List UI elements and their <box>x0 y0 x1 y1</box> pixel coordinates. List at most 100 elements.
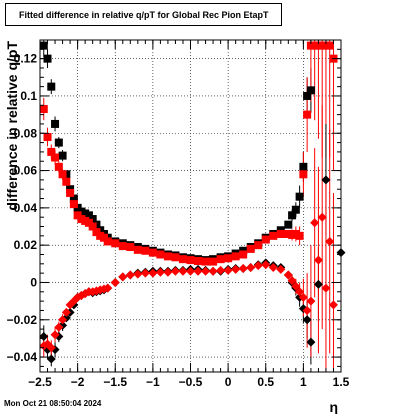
data-point-square <box>246 244 255 253</box>
data-point-square <box>126 243 135 252</box>
data-point-square <box>295 192 304 201</box>
data-point-diamond <box>54 322 64 332</box>
data-point-square <box>148 248 157 257</box>
data-point-square <box>69 200 78 209</box>
y-tick-label: 0.08 <box>14 126 38 140</box>
data-point-diamond <box>238 263 248 273</box>
data-point-diamond <box>103 283 113 293</box>
data-point-diamond <box>118 272 128 282</box>
data-point-diamond <box>283 270 293 280</box>
x-tick-label: −0.5 <box>179 375 203 389</box>
y-tick-label: −0.04 <box>7 350 38 364</box>
data-point-square <box>261 235 270 244</box>
y-axis-title: difference in relative q/pT <box>4 41 20 211</box>
data-point-square <box>299 170 308 179</box>
data-point-square <box>47 82 56 91</box>
data-point-diamond <box>317 212 327 222</box>
data-point-square <box>118 242 127 251</box>
data-point-square <box>111 239 120 248</box>
data-point-diamond <box>58 315 68 325</box>
data-point-diamond <box>216 265 226 275</box>
data-point-square <box>224 254 233 263</box>
timestamp: Mon Oct 21 08:50:04 2024 <box>4 399 102 408</box>
data-point-diamond <box>110 277 120 287</box>
x-tick-label: 1.5 <box>333 375 350 389</box>
data-point-square <box>133 245 142 254</box>
y-tick-label: 0.12 <box>14 52 38 66</box>
x-tick-label: 0 <box>225 375 232 389</box>
data-point-square <box>276 229 285 238</box>
data-point-square <box>325 41 334 50</box>
data-point-diamond <box>170 266 180 276</box>
data-point-square <box>47 147 56 156</box>
y-tick-label: 0.04 <box>14 201 38 215</box>
data-point-square <box>62 177 71 186</box>
data-point-diamond <box>155 267 165 277</box>
data-point-diamond <box>39 332 49 342</box>
data-point-square <box>39 41 48 50</box>
data-point-diamond <box>223 265 233 275</box>
y-tick-label: 0.1 <box>20 89 37 103</box>
data-point-diamond <box>306 296 316 306</box>
data-point-diamond <box>46 354 56 364</box>
error-bars <box>43 40 334 372</box>
data-point-diamond <box>313 279 323 289</box>
data-point-square <box>295 231 304 240</box>
data-point-diamond <box>163 267 173 277</box>
data-point-diamond <box>50 330 60 340</box>
data-point-square <box>58 151 67 160</box>
data-point-square <box>239 250 248 259</box>
y-tick-label: −0.02 <box>7 313 38 327</box>
data-point-diamond <box>302 315 312 325</box>
data-point-diamond <box>208 266 218 276</box>
data-point-diamond <box>193 266 203 276</box>
data-point-diamond <box>148 268 158 278</box>
data-point-diamond <box>246 263 256 273</box>
data-point-square <box>306 86 315 95</box>
data-point-diamond <box>302 305 312 315</box>
y-tick-label: 0.02 <box>14 238 38 252</box>
axis-ticks <box>39 39 342 372</box>
data-point-square <box>51 153 60 162</box>
data-point-square <box>163 252 172 261</box>
data-point-square <box>254 241 263 250</box>
chart-title: Fitted difference in relative q/pT for G… <box>5 3 282 26</box>
data-point-diamond <box>140 268 150 278</box>
data-point-diamond <box>321 283 331 293</box>
data-point-diamond <box>287 276 297 286</box>
x-tick-label: 0.5 <box>257 375 274 389</box>
data-point-diamond <box>133 269 143 279</box>
data-point-diamond <box>276 264 286 274</box>
data-point-square <box>103 237 112 246</box>
x-axis-title: η <box>329 399 338 414</box>
data-point-square <box>69 194 78 203</box>
data-point-square <box>303 110 312 119</box>
data-point-square <box>141 246 150 255</box>
data-point-diamond <box>178 266 188 276</box>
data-point-square <box>284 220 293 229</box>
data-point-square <box>231 252 240 261</box>
data-point-diamond <box>298 292 308 302</box>
x-tick-label: −2 <box>71 375 85 389</box>
data-point-square <box>299 162 308 171</box>
data-point-diamond <box>268 263 278 273</box>
data-point-diamond <box>46 343 56 353</box>
data-point-diamond <box>253 261 263 271</box>
data-point-diamond <box>310 218 320 228</box>
x-tick-label: 1 <box>300 375 307 389</box>
y-tick-label: 0.06 <box>14 164 38 178</box>
data-point-square <box>178 255 187 264</box>
data-point-diamond <box>125 270 135 280</box>
data-point-square <box>186 256 195 265</box>
data-point-diamond <box>261 260 271 270</box>
data-markers <box>39 41 346 364</box>
data-point-square <box>209 257 218 266</box>
data-point-square <box>51 119 60 128</box>
data-point-square <box>171 253 180 262</box>
data-point-square <box>194 257 203 266</box>
data-point-square <box>269 231 278 240</box>
data-point-diamond <box>325 236 335 246</box>
data-point-square <box>291 205 300 214</box>
x-tick-label: −2.5 <box>28 375 52 389</box>
